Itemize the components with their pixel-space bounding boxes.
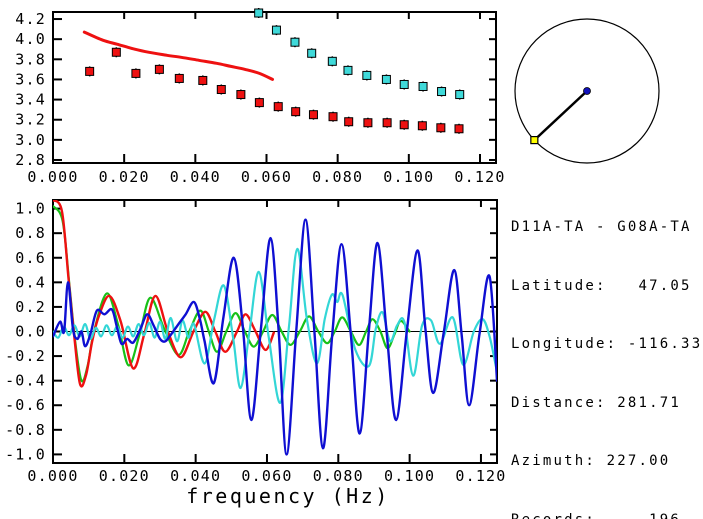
cyan-squares-marker — [437, 87, 447, 97]
x-axis-tick-label: 0.040 — [170, 168, 221, 186]
x-axis-tick-label: 0.000 — [27, 467, 78, 485]
red-squares-marker — [198, 75, 208, 85]
y-axis-tick-label: -1.0 — [5, 445, 46, 463]
x-axis-tick-label: 0.100 — [384, 467, 435, 485]
red-squares-marker — [273, 102, 283, 112]
x-axis-tick-label: 0.020 — [99, 168, 150, 186]
station-pair-title: D11A-TA - G08A-TA — [511, 219, 692, 235]
azimuth-ray — [533, 90, 588, 142]
records-line: Records: 196 — [511, 511, 702, 519]
x-axis-tick-label: 0.080 — [313, 467, 364, 485]
y-axis-tick-label: 3.8 — [15, 50, 46, 68]
red-squares-marker — [174, 73, 184, 83]
red-squares-marker — [382, 118, 392, 128]
azimuth-compass — [514, 18, 660, 164]
y-axis-tick-label: 3.2 — [15, 111, 46, 129]
center-station-dot — [583, 87, 591, 95]
x-axis-tick-label: 0.120 — [455, 467, 506, 485]
remote-station-marker — [530, 136, 539, 145]
cyan-squares-marker — [343, 65, 353, 75]
red-squares-marker — [308, 110, 318, 120]
latitude-line: Latitude: 47.05 — [511, 277, 692, 294]
y-axis-tick-label: 0.4 — [15, 273, 46, 291]
red-squares-marker — [236, 90, 246, 100]
x-axis-tick-label: 0.060 — [241, 467, 292, 485]
cyan-squares-marker — [271, 25, 281, 35]
cyan-squares-marker — [418, 81, 428, 91]
y-axis-tick-label: 0.0 — [15, 323, 46, 341]
y-axis-tick-label: 4.0 — [15, 30, 46, 48]
red-squares-marker — [254, 98, 264, 108]
cyan-squares-marker — [327, 56, 337, 66]
plot-frame — [52, 11, 497, 164]
red-squares-marker — [216, 85, 226, 95]
red-squares-marker — [111, 47, 121, 57]
cyan-squares-marker — [290, 37, 300, 47]
y-axis-tick-label: 3.4 — [15, 91, 46, 109]
y-axis-tick-label: 4.2 — [15, 10, 46, 28]
cyan-trace — [53, 247, 497, 404]
red-squares-marker — [436, 123, 446, 133]
blue-trace — [53, 218, 497, 456]
waveform-plot[interactable]: 0.000 0.020 0.040 0.060 0.080 0.100 0.120 -1.0 -… — [5, 199, 506, 508]
red-squares-marker — [417, 121, 427, 131]
y-axis-tick-label: 3.6 — [15, 70, 46, 88]
green-trace — [53, 205, 411, 383]
x-axis-tick-label: 0.020 — [99, 467, 150, 485]
distance-line: Distance: 281.71 — [511, 394, 682, 411]
y-axis-tick-label: 0.2 — [15, 298, 46, 316]
x-axis-tick-label: 0.100 — [383, 168, 434, 186]
y-axis-tick-label: -0.4 — [5, 372, 46, 390]
y-axis-tick-label: -0.6 — [5, 396, 46, 414]
cyan-squares-marker — [399, 79, 409, 89]
red-squares-marker — [291, 107, 301, 117]
x-axis-tick-label: 0.080 — [312, 168, 363, 186]
red-squares-marker — [85, 66, 95, 76]
cyan-squares-marker — [362, 70, 372, 80]
longitude-line: Longitude: -116.33 — [511, 336, 703, 352]
x-axis-tick-label: 0.060 — [241, 168, 292, 186]
compass-circle — [514, 18, 660, 164]
red-squares-marker — [363, 118, 373, 128]
y-axis-tick-label: 3.0 — [15, 131, 46, 149]
cyan-squares-marker — [455, 90, 465, 100]
x-axis-tick-label: 0.040 — [170, 467, 221, 485]
x-axis-tick-label: 0.000 — [27, 168, 78, 186]
cyan-squares-marker — [307, 48, 317, 58]
y-axis-tick-label: 1.0 — [15, 200, 46, 218]
cyan-squares-marker — [381, 74, 391, 84]
y-axis-tick-label: -0.2 — [5, 347, 46, 365]
y-axis-tick-label: 2.8 — [15, 151, 46, 169]
y-axis-tick-label: 0.8 — [15, 224, 46, 242]
dispersion-plot[interactable]: 0.000 0.020 0.040 0.060 0.080 0.100 0.120 2.8 3.… — [15, 8, 505, 186]
reference-curve — [82, 30, 274, 81]
red-squares-marker — [154, 64, 164, 74]
red-squares-marker — [399, 120, 409, 130]
red-trace — [53, 200, 275, 388]
red-squares-marker — [454, 124, 464, 134]
station-pair-info: D11A-TA - G08A-TA Latitude: 47.05 Longit… — [511, 179, 702, 519]
y-axis-tick-label: -0.8 — [5, 421, 46, 439]
x-axis-title: frequency (Hz) — [186, 484, 390, 508]
x-axis-tick-label: 0.120 — [454, 168, 505, 186]
cyan-squares-marker — [254, 8, 264, 18]
red-squares-marker — [344, 117, 354, 127]
red-squares-marker — [328, 112, 338, 122]
y-axis-tick-label: 0.6 — [15, 249, 46, 267]
red-squares-marker — [131, 68, 141, 78]
azimuth-line: Azimuth: 227.00 — [511, 453, 671, 469]
